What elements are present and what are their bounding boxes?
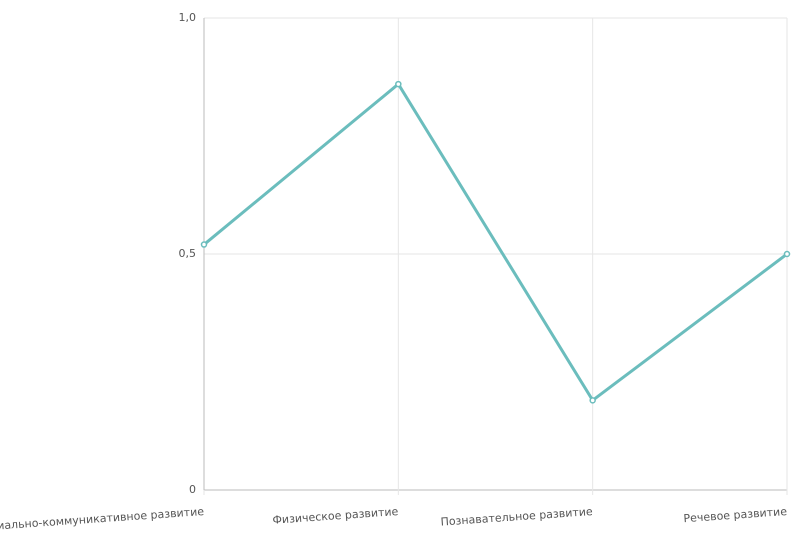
x-tick-label: Речевое развитие <box>683 505 788 525</box>
x-tick-label: Социально-коммуникативное развитие <box>0 505 205 534</box>
y-tick-label: 0 <box>189 483 196 496</box>
line <box>203 82 788 402</box>
point <box>200 241 208 248</box>
point <box>783 250 791 258</box>
point <box>589 397 596 404</box>
x-tick-label: Физическое развитие <box>272 505 399 527</box>
y-tick-label: 0,5 <box>179 247 197 260</box>
y-tick-label: 1,0 <box>179 11 197 24</box>
point <box>395 80 402 88</box>
x-tick-label: Познавательное развитие <box>440 505 593 529</box>
